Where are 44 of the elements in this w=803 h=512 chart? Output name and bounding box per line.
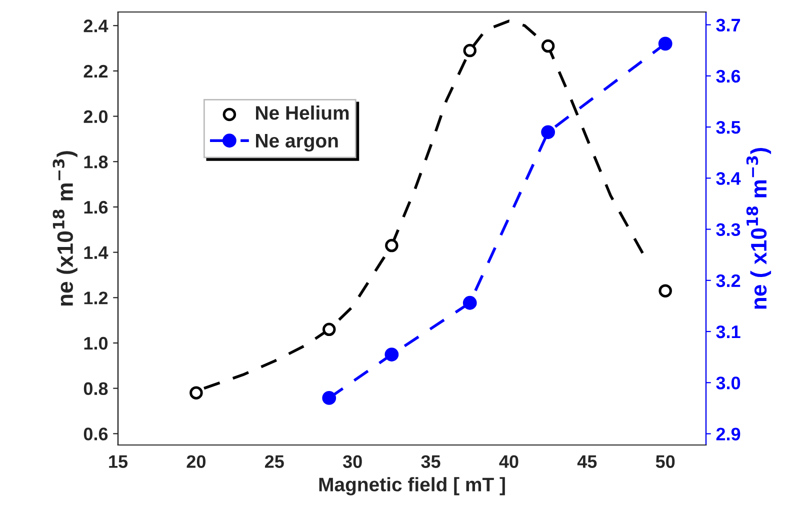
point <box>658 284 672 298</box>
y-tick-label: 2.4 <box>84 20 108 32</box>
point <box>322 322 336 336</box>
y2-tick-label: 3.3 <box>716 223 740 236</box>
x-tick-label: 40 <box>499 455 518 468</box>
point <box>541 125 555 140</box>
point <box>190 386 203 400</box>
y2-tick-label: 3.7 <box>716 18 740 32</box>
y-tick-label: 2.0 <box>84 110 108 124</box>
x-axis-title: Magnetic field [ mT ] <box>319 477 505 496</box>
y2-tick-label: 3.1 <box>716 325 740 338</box>
y-tick-label: 0.6 <box>84 428 108 440</box>
point <box>385 238 398 252</box>
y-tick-label: 0.8 <box>84 382 108 396</box>
y2-tick-label: 2.9 <box>716 428 740 440</box>
point <box>541 39 555 53</box>
x-tick-label: 15 <box>109 455 128 468</box>
point <box>384 348 399 362</box>
y-axis-title: ne (x10$^{18}$ m$^{−3}$) <box>52 151 78 306</box>
y2-axis-title: ne ( x10$^{18}$ m$^{−3}$) <box>746 148 772 309</box>
point <box>658 36 672 51</box>
y2-tick-label: 3.6 <box>716 70 740 83</box>
x-tick-label: 35 <box>421 455 440 468</box>
x-tick-label: 50 <box>656 455 675 468</box>
legend-label: Ne argon <box>256 134 338 152</box>
y2-tick-label: 3.5 <box>716 120 740 134</box>
point <box>322 391 336 405</box>
y-tick-label: 1.2 <box>84 292 108 304</box>
x-tick-label: 20 <box>186 455 206 468</box>
y2-tick-label: 3.4 <box>716 172 741 185</box>
y-tick-label: 1.0 <box>84 336 108 350</box>
y2-tick-label: 3.0 <box>716 376 740 390</box>
x-tick-label: 25 <box>264 455 284 468</box>
y-tick-label: 2.2 <box>84 64 108 78</box>
point <box>462 296 477 310</box>
line-series <box>202 20 645 390</box>
y2-tick-label: 3.2 <box>716 274 740 288</box>
x-tick-label: 30 <box>342 455 362 468</box>
y-tick-label: 1.8 <box>84 156 108 168</box>
point <box>463 44 476 58</box>
y-tick-label: 1.4 <box>84 246 108 259</box>
legend-label: Ne Helium <box>256 105 349 120</box>
x-tick-label: 45 <box>577 455 597 468</box>
y-tick-label: 1.6 <box>84 200 108 214</box>
